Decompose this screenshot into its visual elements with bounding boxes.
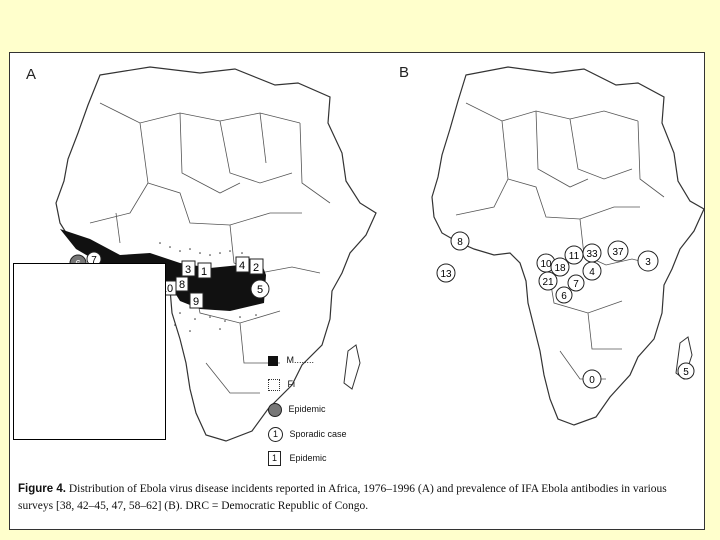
- svg-text:5: 5: [683, 367, 689, 378]
- svg-text:0: 0: [589, 375, 595, 386]
- legend-label-4: Sporadic case: [289, 428, 347, 439]
- africa-outline-b: [431, 66, 705, 426]
- svg-text:3: 3: [645, 257, 651, 268]
- map-legend: M........ Fi Epidemic 1 Sporadic case 1 …: [268, 355, 368, 475]
- legend-item-grey: Epidemic: [268, 403, 326, 417]
- legend-dotted-swatch: [268, 379, 280, 391]
- svg-text:18: 18: [554, 263, 566, 274]
- madagascar-a: [343, 344, 361, 390]
- panel-a-label: A: [26, 66, 37, 83]
- circle-markers-b: 8 13 10 18 11 33 37 3 21 7 4 6 0 5: [436, 231, 695, 389]
- svg-text:4: 4: [239, 260, 245, 272]
- svg-text:33: 33: [586, 249, 598, 260]
- blank-overlay-box: [13, 263, 166, 440]
- legend-label-1: M........: [286, 355, 315, 365]
- legend-label-3: Epidemic: [288, 404, 326, 415]
- panel-b-label: B: [399, 64, 410, 81]
- svg-text:10: 10: [540, 259, 552, 270]
- legend-item-circle: 1 Sporadic case: [268, 427, 347, 442]
- country-borders-a: [89, 102, 331, 394]
- legend-square-swatch: 1: [268, 451, 281, 466]
- caption-text-line2: surveys [38, 42–45, 47, 58–62] (B). DRC …: [18, 500, 369, 512]
- legend-item-square: 1 Epidemic: [268, 451, 327, 466]
- svg-text:4: 4: [589, 267, 595, 278]
- marker-circle-5-label: 5: [257, 284, 263, 296]
- svg-text:13: 13: [440, 269, 452, 280]
- legend-black-swatch: [268, 355, 278, 366]
- legend-item-black: M........: [268, 355, 314, 366]
- caption-figure-label: Figure 4.: [18, 483, 66, 495]
- svg-text:21: 21: [542, 277, 554, 288]
- svg-text:6: 6: [561, 291, 567, 302]
- figure-caption: Figure 4. Distribution of Ebola virus di…: [18, 481, 698, 515]
- svg-text:8: 8: [179, 279, 185, 291]
- dotted-area: [159, 242, 257, 332]
- svg-text:11: 11: [569, 251, 580, 262]
- svg-text:37: 37: [612, 247, 624, 258]
- figure-image: A B: [9, 52, 705, 530]
- legend-item-dotted: Fi: [268, 379, 295, 391]
- square-markers-a: 3 1 4 2 10 8 9: [157, 256, 264, 309]
- legend-label-2: Fi: [287, 379, 296, 390]
- africa-map-b: 8 13 10 18 11 33 37 3 21 7 4 6 0 5: [431, 66, 705, 426]
- marker-circle-5: [250, 279, 270, 299]
- legend-grey-swatch: [268, 403, 282, 417]
- svg-text:1: 1: [201, 266, 207, 278]
- caption-text-line1: Distribution of Ebola virus disease inci…: [68, 483, 667, 495]
- svg-text:7: 7: [573, 279, 579, 290]
- legend-circle-swatch: 1: [268, 427, 283, 442]
- svg-text:8: 8: [457, 237, 463, 248]
- legend-label-5: Epidemic: [289, 452, 327, 463]
- svg-text:3: 3: [185, 264, 191, 276]
- marker-circle-7-label: 7: [91, 255, 97, 266]
- svg-text:9: 9: [193, 296, 199, 308]
- svg-text:2: 2: [253, 262, 259, 274]
